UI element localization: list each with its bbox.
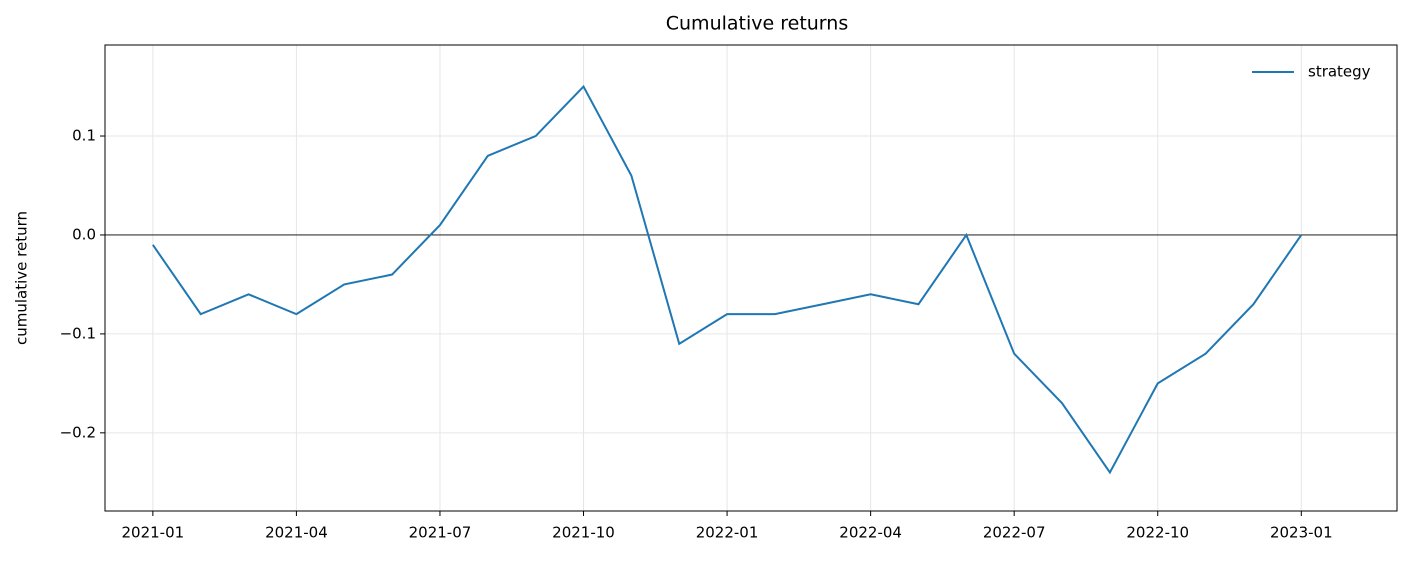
x-tick-label: 2023-01	[1270, 524, 1333, 542]
x-tick-label: 2021-04	[265, 524, 328, 542]
x-tick-label: 2022-07	[983, 524, 1046, 542]
y-tick-label: −0.1	[60, 324, 96, 342]
x-tick-label: 2021-01	[122, 524, 185, 542]
series-line	[152, 84, 1303, 475]
x-tick-label: 2021-10	[552, 524, 615, 542]
x-tick-label: 2022-04	[839, 524, 902, 542]
x-tick-label: 2022-10	[1126, 524, 1189, 542]
plot-frame	[104, 44, 1398, 512]
x-tick-label: 2022-01	[696, 524, 759, 542]
y-axis-label: cumulative return	[13, 211, 31, 345]
y-tick-label: 0.1	[72, 127, 96, 145]
chart-title: Cumulative returns	[666, 13, 848, 35]
legend-label: strategy	[1308, 63, 1371, 81]
y-tick-label: −0.2	[60, 423, 96, 441]
x-tick-label: 2021-07	[409, 524, 472, 542]
y-tick-label: 0.0	[72, 225, 96, 243]
